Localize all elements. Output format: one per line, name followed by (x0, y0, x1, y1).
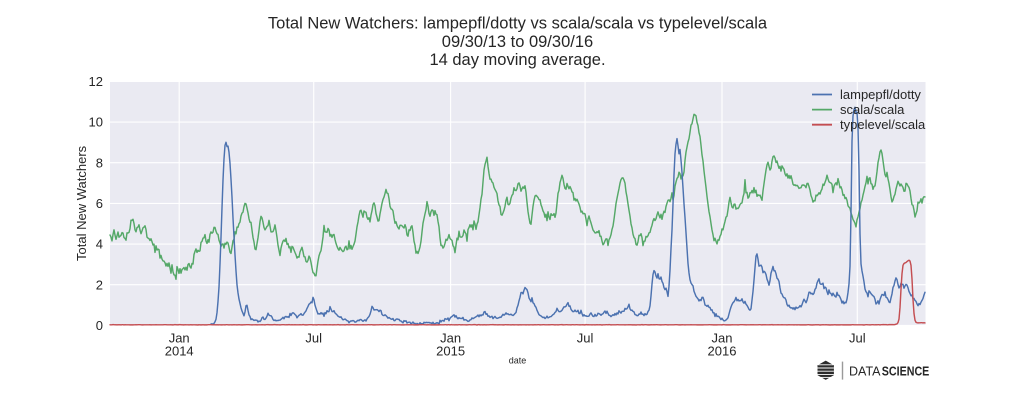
svg-text:2016: 2016 (708, 344, 737, 359)
svg-text:2014: 2014 (165, 344, 194, 359)
svg-text:6: 6 (96, 196, 103, 211)
svg-text:scala/scala: scala/scala (840, 102, 905, 117)
svg-text:8: 8 (96, 155, 103, 170)
svg-text:0: 0 (96, 318, 103, 333)
svg-text:2: 2 (96, 277, 103, 292)
svg-text:Total New Watchers: Total New Watchers (74, 145, 89, 261)
svg-text:Jan: Jan (440, 331, 461, 346)
svg-text:4: 4 (96, 237, 103, 252)
svg-text:Jan: Jan (712, 331, 733, 346)
svg-text:SCIENCE: SCIENCE (882, 363, 930, 378)
svg-text:DATA: DATA (849, 363, 881, 378)
svg-text:Jul: Jul (305, 331, 322, 346)
svg-text:Jul: Jul (577, 331, 594, 346)
svg-text:10: 10 (89, 115, 103, 130)
svg-text:typelevel/scala: typelevel/scala (840, 117, 926, 132)
svg-text:12: 12 (89, 74, 103, 89)
svg-text:lampepfl/dotty: lampepfl/dotty (840, 87, 921, 102)
svg-text:Total New Watchers: lampepfl/d: Total New Watchers: lampepfl/dotty vs sc… (268, 15, 768, 33)
svg-text:Jul: Jul (849, 331, 866, 346)
svg-text:Jan: Jan (169, 331, 190, 346)
svg-text:date: date (509, 356, 527, 366)
svg-text:14 day moving average.: 14 day moving average. (429, 51, 605, 69)
svg-text:09/30/13 to 09/30/16: 09/30/13 to 09/30/16 (442, 33, 593, 51)
svg-text:2015: 2015 (436, 344, 465, 359)
